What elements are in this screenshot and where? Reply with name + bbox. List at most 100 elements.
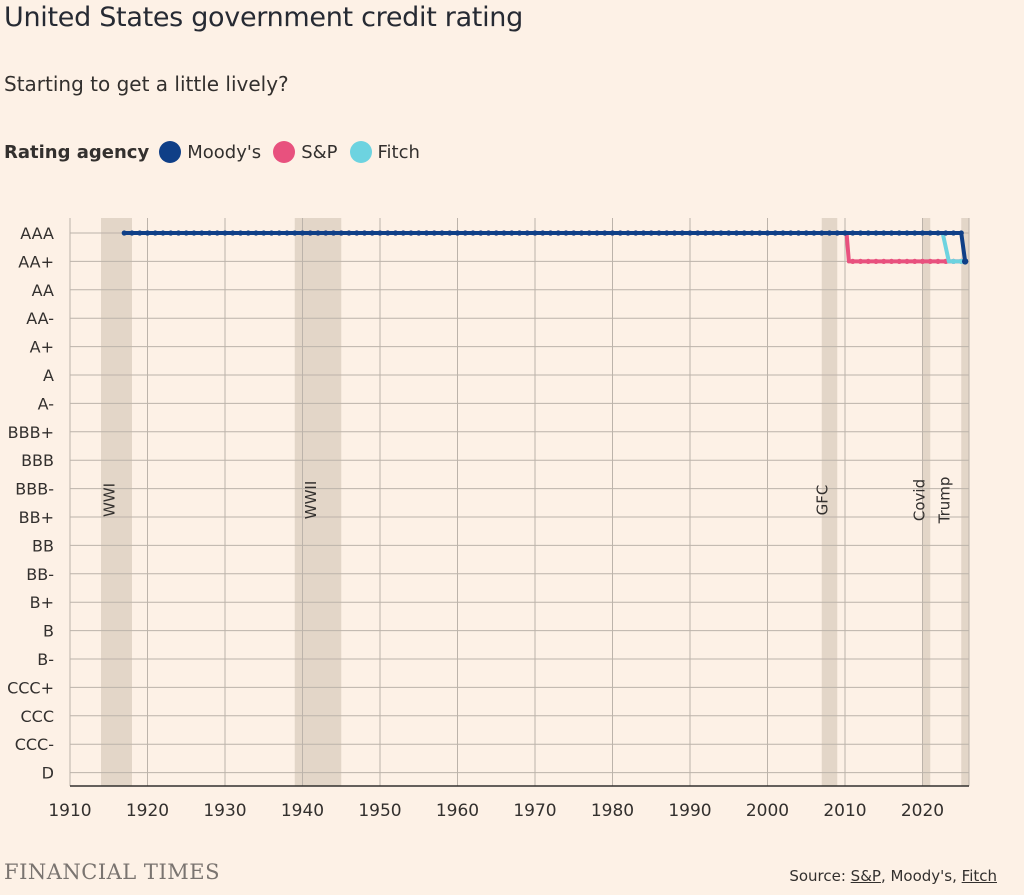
series-point <box>392 230 399 236</box>
series-point <box>757 230 763 236</box>
series-point <box>501 230 507 236</box>
series-point <box>214 230 220 236</box>
series-point <box>493 230 499 236</box>
series-point <box>656 230 662 236</box>
x-tick-label: 2000 <box>746 801 789 821</box>
y-tick-label: A <box>43 366 54 385</box>
legend-item-fitch: Fitch <box>349 141 420 163</box>
period-label: WWII <box>302 481 320 520</box>
period-label: WWI <box>101 483 119 517</box>
series-point <box>842 230 848 236</box>
series-point <box>346 230 352 236</box>
y-tick-label: BB+ <box>19 508 54 527</box>
shaded-period <box>101 218 132 786</box>
series-point <box>881 230 887 236</box>
series-point <box>168 230 174 236</box>
series-point <box>850 230 856 236</box>
series-point <box>299 230 306 236</box>
y-tick-label: BB <box>32 536 54 555</box>
source-prefix: Source: <box>789 867 851 885</box>
y-tick-label: AAA <box>20 224 54 243</box>
source-note: Source: S&P, Moody's, Fitch <box>789 867 997 885</box>
legend-item-sp: S&P <box>273 141 338 163</box>
y-tick-label: AA+ <box>18 252 54 271</box>
legend-swatch-sp <box>273 141 296 163</box>
source-link-fitch[interactable]: Fitch <box>961 867 997 885</box>
y-tick-label: D <box>42 764 54 783</box>
shaded-period <box>922 218 931 786</box>
series-point <box>896 230 902 236</box>
series-point <box>547 230 554 236</box>
x-tick-label: 1990 <box>668 801 711 821</box>
series-point <box>183 230 189 236</box>
y-tick-label: AA <box>32 281 54 300</box>
series-point <box>400 230 406 236</box>
series-point <box>803 230 809 236</box>
series-point <box>648 230 654 236</box>
series-point <box>555 230 561 236</box>
x-tick-label: 1970 <box>513 801 556 821</box>
series-point <box>881 258 887 264</box>
series-point <box>144 230 151 236</box>
series-point <box>961 258 969 265</box>
series-point <box>222 230 228 236</box>
y-tick-label: BBB- <box>15 480 54 499</box>
series-point <box>369 230 375 236</box>
series-point <box>408 230 414 236</box>
y-tick-label: A+ <box>30 338 54 357</box>
y-tick-label: CCC+ <box>7 678 54 697</box>
series-point <box>888 258 895 264</box>
series-point <box>261 230 267 236</box>
series-point <box>516 230 523 236</box>
legend-title: Rating agency <box>4 141 150 163</box>
legend-swatch-fitch <box>349 141 372 163</box>
series-point <box>191 230 197 236</box>
y-tick-label: BBB <box>21 451 54 470</box>
series-point <box>431 230 437 236</box>
series-point <box>795 230 802 236</box>
series-point <box>888 230 895 236</box>
y-tick-label: AA- <box>26 309 54 328</box>
series-point <box>485 230 492 236</box>
legend-item-moodys: Moody's <box>159 141 261 163</box>
series-point <box>633 230 639 236</box>
series-point <box>904 258 910 264</box>
series-point <box>586 230 592 236</box>
period-label: Trump <box>935 477 953 525</box>
series-point <box>726 230 732 236</box>
series-point <box>935 258 941 264</box>
series-point <box>873 258 879 264</box>
period-label: Covid <box>910 479 928 521</box>
series-point <box>571 230 577 236</box>
series-point <box>563 230 569 236</box>
series-point <box>594 230 600 236</box>
period-label: GFC <box>814 485 832 516</box>
x-tick-label: 1960 <box>436 801 479 821</box>
y-tick-label: B+ <box>30 593 54 612</box>
series-point <box>710 230 716 236</box>
series-point <box>857 258 864 264</box>
series-point <box>423 230 430 236</box>
series-point <box>935 230 941 236</box>
series-point <box>129 230 135 236</box>
series-point <box>850 258 856 264</box>
chart-title: United States government credit rating <box>4 2 523 33</box>
legend-label-sp: S&P <box>301 141 338 163</box>
series-point <box>826 230 833 236</box>
series-point <box>338 230 344 236</box>
shaded-period <box>821 218 838 786</box>
series-point <box>175 230 182 236</box>
series-point <box>679 230 685 236</box>
series-point <box>865 230 871 236</box>
series-point <box>718 230 724 236</box>
source-sep: , Moody's, <box>880 867 962 885</box>
y-tick-label: BB- <box>26 565 54 584</box>
series-point <box>919 230 926 236</box>
source-link-sp[interactable]: S&P <box>850 867 881 885</box>
legend: Rating agency Moody's S&P Fitch <box>4 141 432 163</box>
series-point <box>315 230 321 236</box>
series-point <box>478 230 484 236</box>
credit-rating-chart: AAAAA+AAAA-A+AA-BBB+BBBBBB-BB+BBBB-B+BB-… <box>7 218 970 821</box>
series-point <box>950 258 957 264</box>
series-point <box>811 230 817 236</box>
